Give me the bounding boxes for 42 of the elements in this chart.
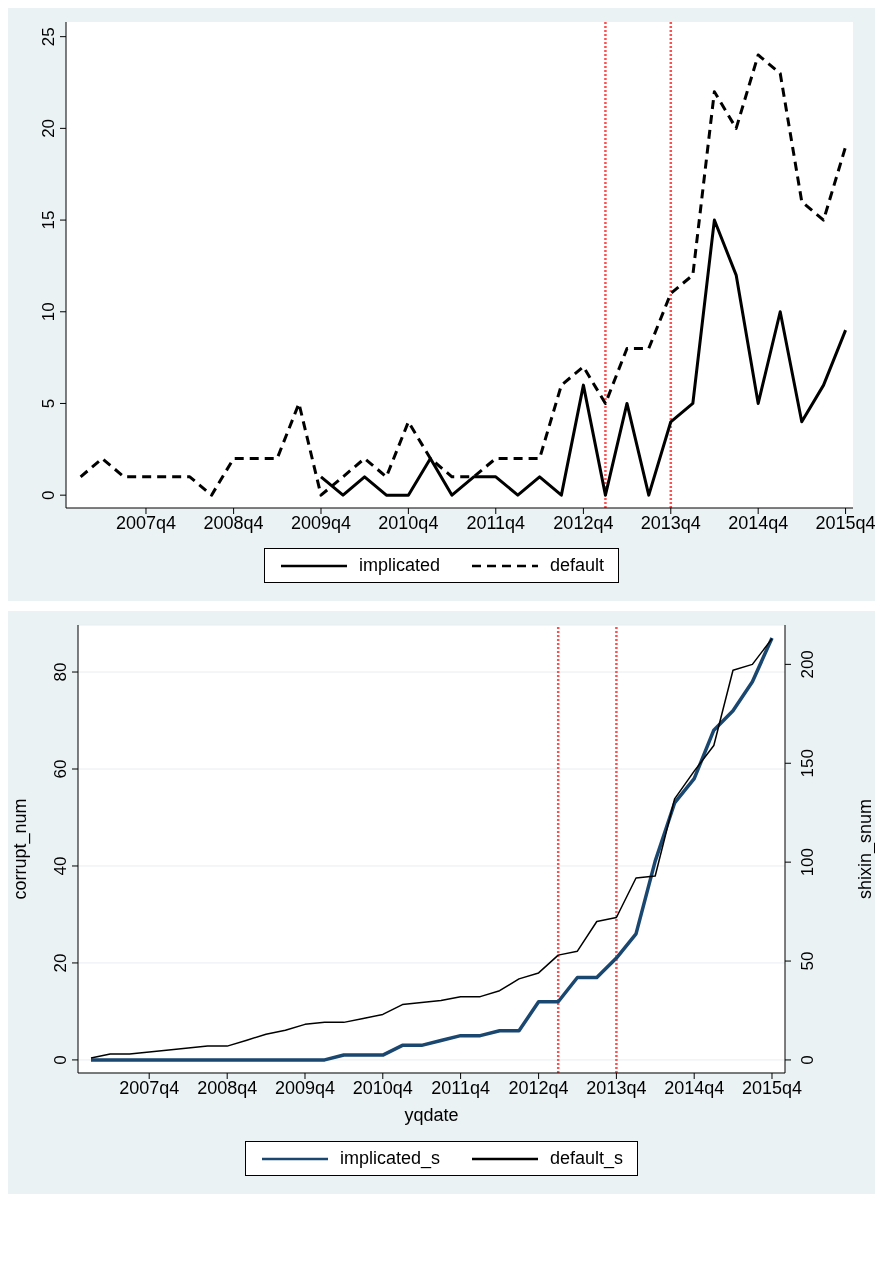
x-tick-label: 2007q4: [119, 1077, 180, 1098]
x-tick-label: 2013q4: [640, 512, 701, 533]
x-tick-label: 2015q4: [815, 512, 876, 533]
legend-label: default_s: [549, 1148, 624, 1169]
y-tick-label: 15: [39, 210, 58, 230]
x-tick-label: 2014q4: [728, 512, 789, 533]
y-tick-label: 60: [51, 759, 70, 779]
x-tick-label: 2015q4: [741, 1077, 803, 1098]
y2-tick-label: 100: [798, 847, 817, 877]
y-tick-label: 25: [39, 27, 58, 47]
y-tick-label: 40: [51, 856, 70, 876]
x-tick-label: 2010q4: [352, 1077, 413, 1098]
x-tick-label: 2008q4: [203, 512, 264, 533]
y2-tick-label: 200: [798, 650, 817, 679]
x-tick-label: 2011q4: [431, 1077, 490, 1098]
legend-label: implicated: [358, 555, 440, 576]
legend-label: default: [550, 555, 605, 576]
x-tick-label: 2013q4: [586, 1077, 647, 1098]
y-tick-label: 10: [39, 302, 58, 322]
y-tick-label: 0: [39, 490, 58, 500]
x-tick-label: 2008q4: [197, 1077, 258, 1098]
y2-tick-label: 150: [798, 749, 817, 778]
y-tick-label: 0: [51, 1055, 70, 1065]
x-tick-label: 2009q4: [274, 1077, 336, 1098]
y-tick-label: 20: [51, 953, 70, 973]
x-tick-label: 2009q4: [290, 512, 352, 533]
y-tick-label: 80: [51, 662, 70, 682]
x-tick-label: 2007q4: [115, 512, 177, 533]
x-tick-label: 2010q4: [378, 512, 439, 533]
x-tick-label: 2012q4: [508, 1077, 569, 1098]
x-tick-label: 2011q4: [466, 512, 526, 533]
y-axis-title: corrupt_num: [10, 798, 32, 900]
x-axis-title: yqdate: [404, 1105, 459, 1125]
x-tick-label: 2014q4: [664, 1077, 725, 1098]
y-tick-label: 5: [39, 398, 58, 409]
y2-tick-label: 50: [798, 951, 817, 971]
y-tick-label: 20: [39, 118, 58, 138]
y2-tick-label: 0: [798, 1055, 817, 1065]
y2-axis-title: shixin_snum: [855, 798, 877, 900]
legend-label: implicated_s: [339, 1148, 440, 1169]
line-series: [79, 53, 848, 497]
x-tick-label: 2012q4: [553, 512, 614, 533]
